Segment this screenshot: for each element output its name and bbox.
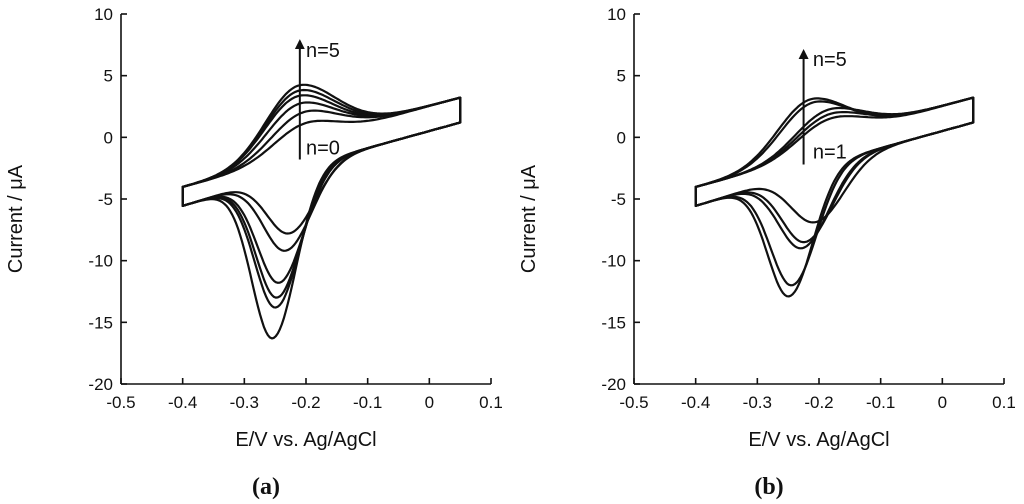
- x-tick-label: -0.5: [106, 393, 135, 412]
- x-tick-label: -0.3: [230, 393, 259, 412]
- y-tick-label: -5: [611, 190, 626, 209]
- x-tick-label: 0.1: [479, 393, 503, 412]
- x-tick-label: 0: [425, 393, 434, 412]
- y-tick-label: -10: [88, 252, 113, 271]
- x-tick-label: 0: [938, 393, 947, 412]
- y-tick-label: -10: [601, 252, 626, 271]
- y-tick-label: -20: [88, 375, 113, 394]
- cycle-annotation: n=0: [306, 138, 340, 160]
- x-tick-label: -0.2: [291, 393, 320, 412]
- y-tick-label: -15: [88, 313, 113, 332]
- x-axis-label: E/V vs. Ag/AgCl: [235, 429, 376, 451]
- y-tick-label: 0: [617, 128, 626, 147]
- x-tick-label: -0.1: [866, 393, 895, 412]
- cv-curve-1: [694, 96, 975, 244]
- x-tick-label: -0.1: [353, 393, 382, 412]
- y-tick-label: 10: [607, 5, 626, 24]
- cycle-annotation: n=5: [813, 49, 847, 71]
- y-axis-label: Current / μA: [518, 164, 540, 273]
- x-tick-label: 0.1: [992, 393, 1016, 412]
- y-tick-label: 5: [617, 67, 626, 86]
- x-tick-label: -0.5: [619, 393, 648, 412]
- panel-label: (a): [252, 474, 280, 500]
- y-tick-label: -20: [601, 375, 626, 394]
- cv-curve-3: [694, 96, 975, 287]
- y-tick-label: -5: [98, 190, 113, 209]
- y-tick-label: -15: [601, 313, 626, 332]
- y-tick-label: 10: [94, 5, 113, 24]
- chart-panel-a: -20 -15 -10 -5 0 5 10 -0.5 -0.4 -0.3 -0.2 -0.1 0 0.1 E…: [5, 5, 503, 500]
- panel-label: (b): [754, 474, 783, 500]
- cycle-annotation: n=1: [813, 141, 847, 163]
- cycle-annotation: n=5: [306, 40, 340, 62]
- x-axis-label: E/V vs. Ag/AgCl: [748, 429, 889, 451]
- x-tick-label: -0.2: [804, 393, 833, 412]
- x-tick-label: -0.3: [743, 393, 772, 412]
- cv-curve-5: [181, 83, 462, 340]
- cv-curve-0: [181, 96, 462, 235]
- cv-curve-4: [694, 96, 975, 298]
- y-tick-label: 5: [104, 67, 113, 86]
- x-tick-label: -0.4: [168, 393, 197, 412]
- y-axis-label: Current / μA: [5, 164, 27, 273]
- y-tick-label: 0: [104, 128, 113, 147]
- chart-panel-b: -20 -15 -10 -5 0 5 10 -0.5 -0.4 -0.3 -0.2 -0.1 0 0.1 E…: [518, 5, 1016, 500]
- cv-curve-4: [181, 88, 462, 309]
- x-tick-label: -0.4: [681, 393, 710, 412]
